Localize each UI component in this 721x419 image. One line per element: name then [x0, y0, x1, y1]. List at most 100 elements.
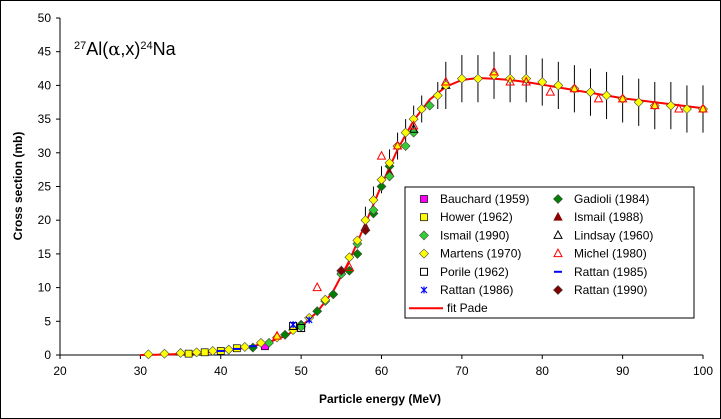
- data-point: [184, 349, 193, 358]
- title-mass: 27: [74, 40, 86, 52]
- legend-label: Michel (1980): [574, 247, 647, 261]
- data-point: [473, 73, 483, 84]
- data-point: [191, 347, 202, 358]
- y-tick-label: 40: [38, 78, 52, 92]
- legend-box: [404, 186, 695, 319]
- data-point: [352, 248, 363, 259]
- data-point: [408, 114, 419, 125]
- data-point: [336, 265, 347, 276]
- legend-label: Rattan (1985): [574, 265, 647, 279]
- data-points: [143, 66, 708, 360]
- data-point: [569, 83, 580, 94]
- axes: 20 30 40 50 60 70 80 90 100 0 5 10 15 20 25 30 35 40 45 50: [38, 11, 714, 378]
- data-point: [360, 215, 371, 226]
- data-point: [368, 205, 379, 216]
- data-point: [682, 104, 692, 114]
- data-point: [175, 348, 186, 358]
- data-point: [305, 316, 313, 324]
- data-point: [649, 100, 660, 111]
- data-point: [368, 195, 379, 205]
- legend-marker: [419, 248, 429, 259]
- y-tick-label: 25: [38, 180, 52, 194]
- data-point: [239, 341, 250, 352]
- y-tick-label: 35: [38, 112, 52, 126]
- x-axis-label: Particle energy (MeV): [319, 392, 441, 406]
- legend-marker: [420, 286, 428, 294]
- legend-marker: [553, 229, 563, 239]
- data-point: [424, 100, 435, 111]
- y-axis-label: Cross section (mb): [11, 132, 25, 241]
- x-tick-label: 60: [375, 364, 389, 378]
- data-point: [376, 150, 387, 160]
- data-point: [505, 73, 516, 84]
- legend-label: Hower (1962): [440, 210, 513, 224]
- data-point: [289, 321, 297, 329]
- x-tick-label: 30: [134, 364, 148, 378]
- data-point: [400, 127, 411, 138]
- x-tick-label: 20: [53, 364, 67, 378]
- data-point: [312, 282, 323, 292]
- data-point: [256, 337, 266, 348]
- data-point: [400, 141, 411, 151]
- data-point: [207, 346, 218, 356]
- x-tick-label: 40: [214, 364, 228, 378]
- y-tick-label: 5: [44, 314, 51, 328]
- data-point: [344, 252, 355, 263]
- legend-marker: [553, 248, 563, 258]
- data-point: [674, 103, 684, 113]
- data-point: [698, 104, 708, 114]
- data-point: [408, 120, 419, 130]
- data-point: [200, 348, 209, 357]
- legend-label: Rattan (1990): [574, 283, 647, 297]
- x-tick-label: 80: [536, 364, 550, 378]
- data-point: [601, 90, 612, 101]
- data-point: [376, 181, 387, 192]
- legend-marker: [553, 194, 563, 204]
- data-point: [360, 225, 371, 236]
- title-product: Na: [153, 39, 177, 59]
- data-point: [344, 261, 355, 271]
- legend-label: Bauchard (1959): [440, 192, 529, 206]
- data-point: [569, 83, 580, 93]
- data-point: [352, 235, 363, 246]
- y-tick-label: 20: [38, 213, 52, 227]
- data-point: [223, 344, 234, 355]
- legend-marker: [420, 213, 428, 222]
- data-point: [593, 93, 604, 103]
- data-point: [376, 174, 387, 185]
- title-target: Al(: [86, 39, 108, 59]
- data-point: [456, 73, 467, 84]
- legend-label: Martens (1970): [440, 247, 521, 261]
- legend-label: Porile (1962): [440, 265, 509, 279]
- data-point: [617, 93, 628, 104]
- legend-marker: [420, 267, 428, 276]
- data-point: [489, 66, 499, 76]
- y-tick-label: 50: [38, 11, 52, 25]
- y-tick-label: 45: [38, 45, 52, 59]
- data-point: [297, 324, 306, 333]
- data-point: [617, 93, 628, 103]
- data-point: [698, 103, 708, 113]
- data-point: [585, 87, 596, 98]
- data-point: [665, 100, 676, 111]
- legend-marker: [553, 211, 563, 221]
- data-point: [384, 157, 395, 168]
- x-tick-label: 70: [455, 364, 469, 378]
- data-point: [159, 348, 170, 359]
- data-point: [143, 349, 154, 360]
- title-product-mass: 24: [140, 40, 152, 52]
- data-point: [649, 100, 660, 110]
- legend-marker: [553, 285, 563, 295]
- y-tick-label: 10: [38, 281, 52, 295]
- data-point: [440, 76, 451, 86]
- legend-label: Ismail (1990): [440, 228, 509, 242]
- data-point: [392, 141, 403, 151]
- legend-label: Rattan (1986): [440, 283, 513, 297]
- data-point: [312, 306, 323, 317]
- data-point: [384, 171, 395, 182]
- data-point: [537, 77, 548, 87]
- data-point: [328, 289, 339, 300]
- data-point: [392, 140, 403, 150]
- legend-label: Ismail (1988): [574, 210, 643, 224]
